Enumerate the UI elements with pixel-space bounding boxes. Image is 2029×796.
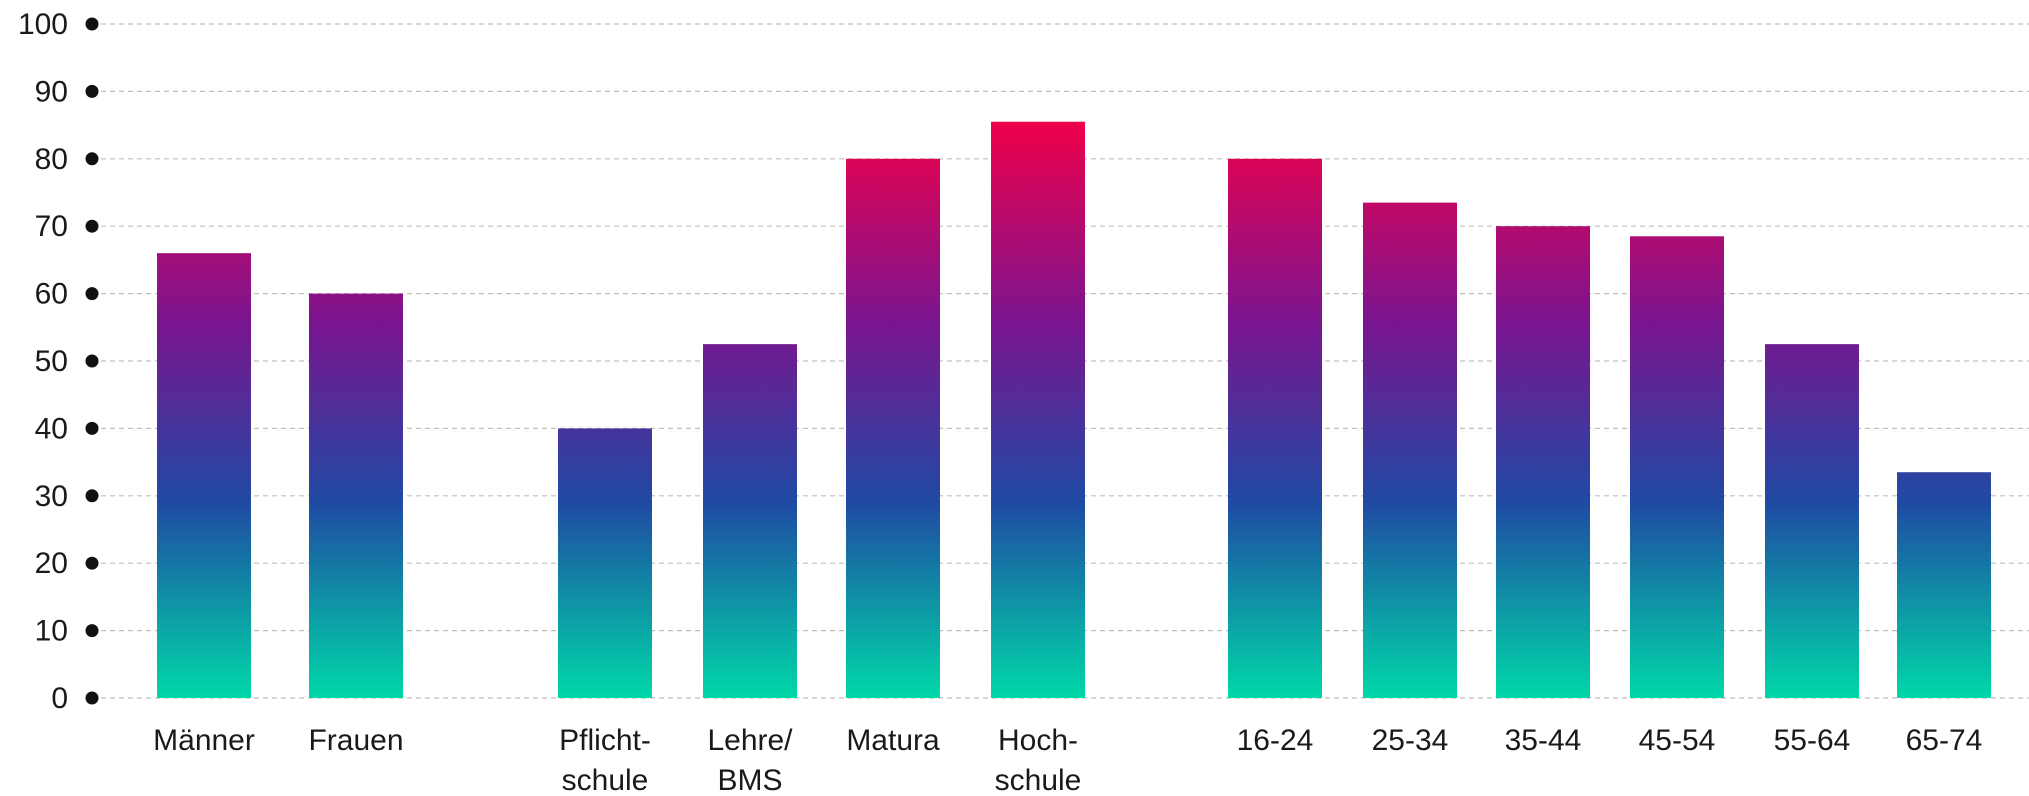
x-tick-label: 16-24 [1237, 724, 1314, 757]
x-tick-label: schule [995, 764, 1082, 796]
x-tick-label: schule [562, 764, 649, 796]
x-tick-label: 55-64 [1774, 724, 1851, 757]
y-tick-label: 50 [35, 345, 68, 378]
y-tick-label: 100 [18, 8, 68, 41]
bar [309, 293, 403, 698]
x-tick-label: Lehre/ [707, 724, 793, 757]
bar [558, 428, 652, 698]
x-tick-label: Männer [153, 724, 255, 757]
y-tick-marker [85, 556, 99, 570]
y-tick-label: 10 [35, 615, 68, 648]
bar [991, 121, 1085, 699]
y-axis: 0 10 20 30 40 50 60 70 80 90 100 [18, 8, 99, 715]
bar [157, 253, 251, 698]
x-tick-label: Matura [846, 724, 940, 757]
y-tick-label: 40 [35, 412, 68, 445]
y-tick-marker [85, 17, 99, 31]
y-tick-label: 0 [51, 682, 68, 715]
x-tick-label: 45-54 [1639, 724, 1716, 757]
y-tick-label: 60 [35, 278, 68, 311]
y-tick-marker [85, 84, 99, 98]
y-tick-marker [85, 152, 99, 166]
x-tick-label: 65-74 [1906, 724, 1983, 757]
bar [1228, 158, 1322, 699]
y-tick-label: 20 [35, 547, 68, 580]
y-tick-marker [85, 219, 99, 233]
x-tick-label: BMS [717, 764, 782, 796]
x-tick-label: Pflicht- [559, 724, 651, 757]
x-tick-label: Hoch- [998, 724, 1078, 757]
x-tick-label: 25-34 [1372, 724, 1449, 757]
y-tick-marker [85, 354, 99, 368]
y-tick-marker [85, 691, 99, 705]
y-tick-label: 90 [35, 75, 68, 108]
bar [703, 344, 797, 698]
bar [1363, 202, 1457, 699]
bars [157, 121, 1991, 699]
x-tick-label: Frauen [308, 724, 403, 757]
y-tick-label: 80 [35, 143, 68, 176]
y-tick-marker [85, 624, 99, 638]
bar [1496, 226, 1590, 698]
bar [1897, 472, 1991, 698]
x-tick-label: 35-44 [1505, 724, 1582, 757]
y-tick-marker [85, 421, 99, 435]
bar [1630, 236, 1724, 698]
bar [846, 158, 940, 699]
y-tick-label: 70 [35, 210, 68, 243]
y-tick-marker [85, 489, 99, 503]
x-axis-labels: Männer Frauen Pflicht-schule Lehre/BMS Matur… [153, 724, 1982, 796]
bar [1765, 344, 1859, 698]
y-tick-label: 30 [35, 480, 68, 513]
y-tick-marker [85, 287, 99, 301]
